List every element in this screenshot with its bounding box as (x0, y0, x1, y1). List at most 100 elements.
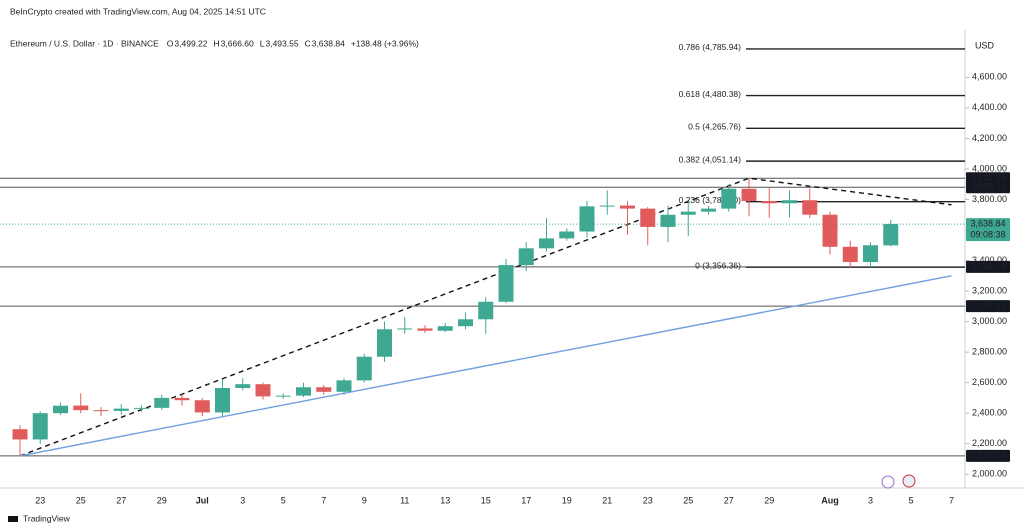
x-tick-label: 23 (643, 495, 653, 505)
candle-body (782, 200, 797, 204)
candle-body (316, 387, 332, 392)
y-tick-label: 4,400.00 (972, 102, 1007, 112)
candle-body (863, 245, 878, 263)
ohlc-value: 3,499.22 (174, 38, 207, 48)
level-label: 3,939.04 (970, 173, 1005, 183)
level-label: 2,120.24 (970, 450, 1005, 460)
candle-body (721, 188, 737, 209)
candle-body (701, 208, 716, 212)
trendline (19, 275, 952, 457)
event-icon (902, 474, 916, 488)
y-tick-label: 3,200.00 (972, 285, 1007, 295)
candle-body (599, 205, 615, 207)
x-tick-label: Aug (821, 495, 839, 505)
ohlc-key: O (167, 38, 174, 48)
x-tick-label: 3 (240, 495, 245, 505)
candle-body (296, 387, 311, 396)
candle-body (154, 397, 170, 408)
x-tick-label: 15 (481, 495, 491, 505)
x-tick-label: 23 (35, 495, 45, 505)
candle-body (579, 206, 595, 232)
level-label-box (966, 300, 1010, 313)
ohlc-key: L (260, 38, 265, 48)
candle-body (134, 407, 149, 409)
candle-body (458, 319, 473, 327)
candle-body (680, 211, 696, 215)
ohlc-value: 3,493.55 (265, 38, 298, 48)
x-tick-label: 19 (562, 495, 572, 505)
x-tick-label: 11 (400, 495, 409, 505)
candle-body (235, 384, 251, 389)
level-label-box (966, 449, 1010, 462)
brand-logo (8, 516, 18, 522)
candle-body (761, 200, 777, 204)
x-tick-label: 5 (281, 495, 286, 505)
y-tick-label: 3,400.00 (972, 255, 1007, 265)
candle-body (437, 326, 453, 331)
candle-body (53, 405, 68, 414)
x-tick-label: 29 (157, 495, 167, 505)
candle-body (174, 397, 190, 401)
candle-body (32, 413, 48, 440)
candle-body (478, 301, 494, 320)
fib-label: 0.236 (3,785.60) (679, 195, 742, 205)
y-tick-label: 2,400.00 (972, 408, 1007, 418)
candle-body (12, 429, 28, 440)
x-tick-label: 25 (683, 495, 693, 505)
y-tick-label: 3,000.00 (972, 316, 1007, 326)
x-tick-label: 29 (764, 495, 774, 505)
level-label: 3,358.28 (970, 261, 1005, 271)
ohlc-value: 3,638.84 (312, 38, 345, 48)
candle-body (741, 188, 757, 201)
last-price-label: 3,638.84 (970, 218, 1005, 228)
last-price-box (966, 218, 1010, 242)
x-tick-label: 9 (362, 495, 367, 505)
x-tick-label: 27 (116, 495, 126, 505)
x-tick-label: 3 (868, 495, 873, 505)
candle-body (356, 356, 372, 381)
candle-body (377, 329, 392, 357)
candle-body (93, 410, 109, 412)
level-label-box (966, 181, 1010, 194)
level-label: 3,101.12 (970, 301, 1005, 311)
brand: TradingView (23, 513, 71, 523)
x-tick-label: 21 (602, 495, 612, 505)
x-tick-label: 5 (908, 495, 913, 505)
ohlc-key: C (305, 38, 311, 48)
x-tick-label: 7 (321, 495, 326, 505)
y-tick-label: 2,600.00 (972, 377, 1007, 387)
fib-label: 0.618 (4,480.38) (679, 89, 742, 99)
candle-body (842, 246, 858, 263)
candle-body (802, 200, 818, 215)
ohlc-value: 3,666.60 (221, 38, 254, 48)
candle-body (275, 395, 291, 397)
y-tick-label: 2,800.00 (972, 347, 1007, 357)
fib-label: 0.382 (4,051.14) (679, 154, 742, 164)
candle-body (883, 224, 899, 246)
x-tick-label: 13 (440, 495, 450, 505)
y-tick-label: 3,800.00 (972, 194, 1007, 204)
candle-body (397, 328, 413, 330)
x-tick-label: Jul (196, 495, 209, 505)
candle-body (498, 265, 514, 302)
candle-body (539, 238, 554, 249)
symbol: Ethereum / U.S. Dollar · 1D · BINANCE (10, 38, 159, 48)
x-tick-label: 17 (521, 495, 531, 505)
candle-body (215, 388, 230, 413)
fib-label: 0.786 (4,785.94) (679, 42, 742, 52)
y-tick-label: 4,600.00 (972, 72, 1007, 82)
candle-body (417, 328, 433, 331)
attribution: BeInCrypto created with TradingView.com,… (10, 6, 266, 16)
y-tick-label: 2,000.00 (972, 469, 1007, 479)
candle-body (113, 408, 129, 411)
candle-body (660, 214, 676, 227)
y-tick-label: 2,200.00 (972, 438, 1007, 448)
x-tick-label: 7 (949, 495, 954, 505)
candle-body (336, 380, 352, 392)
x-tick-label: 25 (76, 495, 86, 505)
event-icon (881, 475, 895, 489)
candle-body (255, 384, 271, 397)
level-label: 3,880.34 (970, 182, 1005, 192)
